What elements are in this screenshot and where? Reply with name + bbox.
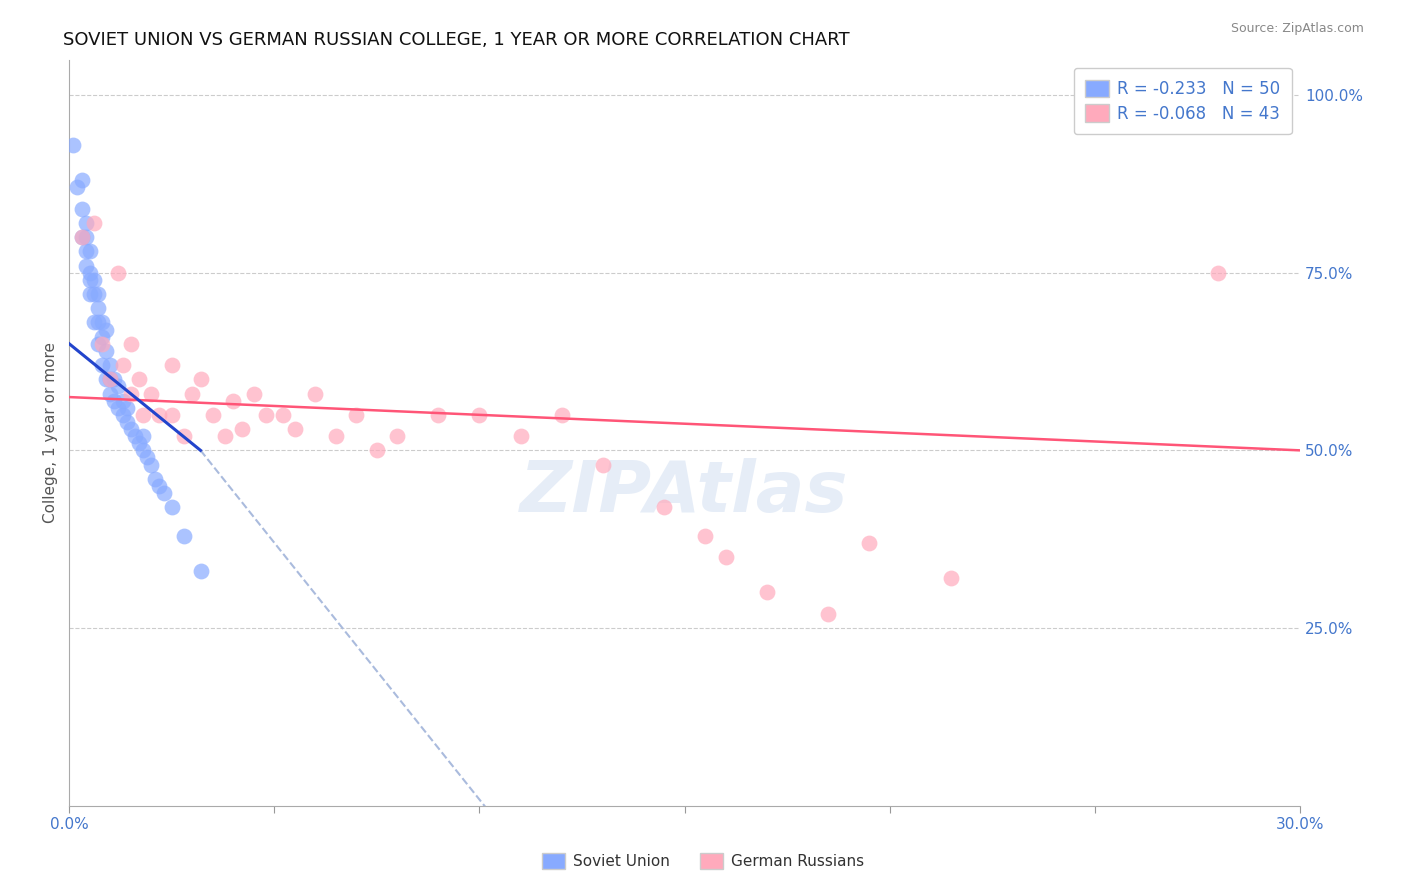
Point (98, 358, 121, 372)
Point (366, 443, 388, 458)
Point (509, 429, 531, 443)
Point (148, 408, 170, 422)
Point (652, 500, 675, 515)
Y-axis label: College, 1 year or more: College, 1 year or more (44, 343, 58, 523)
Point (132, 429, 155, 443)
Point (75, 230, 97, 244)
Point (103, 393, 125, 408)
Point (1206, 266, 1229, 280)
Point (181, 386, 204, 401)
Point (695, 528, 717, 542)
Point (160, 500, 183, 515)
Legend: R = -0.233   N = 50, R = -0.068   N = 43: R = -0.233 N = 50, R = -0.068 N = 43 (1074, 68, 1292, 135)
Point (222, 393, 245, 408)
Point (173, 528, 195, 542)
Point (98, 372, 121, 386)
Point (70, 202, 93, 216)
Point (173, 429, 195, 443)
Point (128, 372, 150, 386)
Point (817, 607, 839, 621)
Point (111, 408, 134, 422)
Point (91, 358, 114, 372)
Point (91, 329, 114, 343)
Point (96, 343, 118, 358)
Point (83, 287, 105, 301)
Text: Source: ZipAtlas.com: Source: ZipAtlas.com (1230, 22, 1364, 36)
Point (79, 273, 101, 287)
Text: SOVIET UNION VS GERMAN RUSSIAN COLLEGE, 1 YEAR OR MORE CORRELATION CHART: SOVIET UNION VS GERMAN RUSSIAN COLLEGE, … (63, 31, 849, 49)
Point (70, 230, 93, 244)
Point (79, 287, 101, 301)
Point (79, 244, 101, 259)
Text: ZIPAtlas: ZIPAtlas (520, 458, 849, 527)
Point (91, 336, 114, 351)
Point (120, 422, 142, 436)
Point (107, 266, 129, 280)
Point (124, 429, 146, 443)
Point (70, 173, 93, 187)
Point (304, 386, 326, 401)
Point (98, 372, 121, 386)
Point (70, 230, 93, 244)
Point (87, 287, 110, 301)
Point (136, 450, 159, 465)
Point (75, 216, 97, 230)
Point (325, 429, 347, 443)
Point (115, 415, 138, 429)
Point (75, 259, 97, 273)
Point (96, 372, 118, 386)
Point (87, 316, 110, 330)
Point (83, 216, 105, 230)
Point (87, 336, 110, 351)
Point (103, 372, 125, 386)
Point (344, 408, 367, 422)
Point (132, 443, 155, 458)
Point (98, 386, 121, 401)
Point (160, 408, 183, 422)
Point (284, 422, 307, 436)
Point (858, 535, 880, 549)
Point (271, 408, 294, 422)
Point (148, 479, 170, 493)
Point (243, 386, 266, 401)
Point (83, 273, 105, 287)
Point (79, 266, 101, 280)
Point (62, 137, 84, 152)
Point (214, 429, 236, 443)
Point (468, 408, 491, 422)
Point (83, 316, 105, 330)
Point (66, 180, 89, 194)
Point (550, 408, 572, 422)
Point (120, 386, 142, 401)
Point (254, 408, 277, 422)
Point (190, 372, 212, 386)
Point (132, 408, 155, 422)
Point (152, 486, 174, 500)
Point (107, 401, 129, 415)
Point (87, 301, 110, 316)
Point (714, 549, 737, 564)
Point (160, 358, 183, 372)
Point (111, 358, 134, 372)
Point (387, 429, 409, 443)
Point (96, 322, 118, 336)
Point (592, 458, 614, 472)
Point (755, 585, 778, 599)
Point (427, 408, 450, 422)
Point (120, 336, 142, 351)
Point (201, 408, 224, 422)
Point (91, 316, 114, 330)
Point (75, 244, 97, 259)
Point (941, 571, 963, 585)
Point (141, 458, 163, 472)
Legend: Soviet Union, German Russians: Soviet Union, German Russians (536, 847, 870, 875)
Point (231, 422, 253, 436)
Point (111, 393, 134, 408)
Point (128, 436, 150, 450)
Point (145, 472, 167, 486)
Point (141, 386, 163, 401)
Point (107, 379, 129, 393)
Point (190, 564, 212, 578)
Point (115, 401, 138, 415)
